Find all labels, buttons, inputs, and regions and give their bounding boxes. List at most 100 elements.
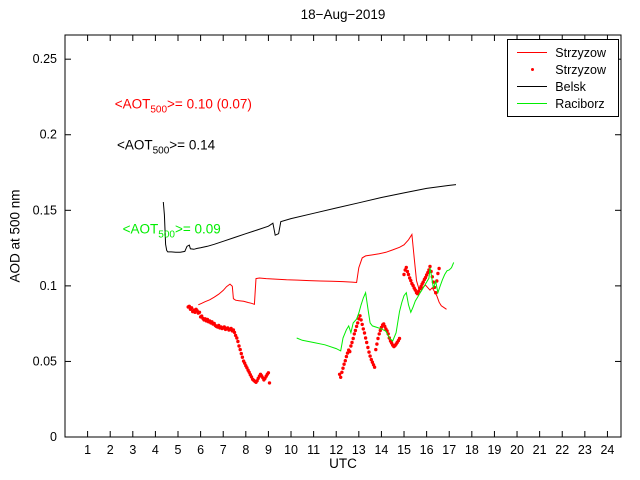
- data-point: [360, 322, 364, 327]
- data-point: [359, 318, 363, 322]
- x-tick-label: 18: [465, 443, 479, 457]
- data-point: [378, 328, 382, 333]
- x-tick-label: 11: [307, 443, 320, 457]
- data-point: [362, 331, 367, 335]
- annotation-raciborz-mean: <AOT500>= 0.09: [123, 221, 221, 240]
- y-axis-label: AOD at 500 nm: [7, 189, 23, 283]
- x-axis-label: UTC: [329, 456, 357, 471]
- data-point: [239, 351, 243, 356]
- data-point: [377, 332, 381, 336]
- legend-marker: [517, 52, 548, 53]
- data-point: [406, 272, 411, 277]
- data-point: [367, 350, 371, 354]
- legend-label: Strzyzow: [555, 45, 606, 60]
- x-tick-label: 12: [329, 443, 343, 457]
- x-tick-label: 20: [510, 443, 524, 457]
- data-point: [423, 275, 428, 280]
- annotation-text: >= 0.14: [169, 137, 216, 153]
- data-point: [266, 371, 271, 375]
- data-point: [343, 359, 347, 363]
- data-point: [354, 324, 359, 329]
- annotation-text: <AOT: [116, 137, 153, 153]
- x-tick-label: 10: [284, 443, 298, 457]
- x-tick-label: 6: [197, 443, 204, 457]
- x-tick-label: 1: [84, 443, 91, 457]
- data-point: [376, 336, 380, 341]
- y-tick-label: 0.1: [40, 279, 57, 293]
- series-line-strzyzow-line: [198, 233, 447, 310]
- x-tick-label: 24: [600, 443, 614, 457]
- data-point: [267, 381, 272, 385]
- data-point: [348, 349, 352, 354]
- data-point: [409, 278, 413, 283]
- legend-line-sample: [517, 86, 548, 87]
- data-point: [240, 355, 245, 359]
- x-tick-label: 5: [175, 443, 182, 457]
- data-point: [233, 333, 238, 338]
- data-point: [353, 328, 358, 333]
- data-point: [197, 310, 202, 314]
- series-line-belsk: [162, 184, 457, 253]
- data-point: [352, 332, 356, 336]
- data-point: [365, 340, 369, 345]
- legend-marker: [517, 103, 548, 104]
- series-strzyzow-line: [198, 233, 447, 310]
- data-point: [366, 345, 370, 350]
- annotation-text: <AOT: [122, 221, 159, 237]
- x-tick-label: 16: [420, 443, 434, 457]
- data-point: [437, 266, 441, 271]
- annotation-text: 500: [158, 229, 175, 241]
- legend: Strzyzow Strzyzow Belsk Raciborz: [507, 39, 619, 117]
- legend-entry: Raciborz: [517, 96, 606, 111]
- legend-line-sample: [517, 103, 548, 104]
- data-point: [340, 370, 344, 374]
- series-belsk: [162, 184, 457, 253]
- annotation-text: <AOT: [114, 96, 151, 112]
- x-tick-label: 15: [397, 443, 411, 457]
- x-tick-label: 7: [220, 443, 227, 457]
- data-point: [349, 344, 353, 348]
- data-point: [356, 321, 360, 325]
- data-point: [413, 288, 417, 292]
- y-axis: 0 0.05 0.1 0.15 0.2 0.25: [33, 52, 621, 444]
- data-point: [358, 314, 362, 318]
- data-point: [238, 347, 242, 352]
- legend-entry: Strzyzow: [517, 62, 606, 77]
- x-tick-label: 21: [533, 443, 547, 457]
- x-tick-label: 8: [242, 443, 249, 457]
- y-tick-label: 0.15: [33, 203, 57, 217]
- data-point: [434, 291, 438, 295]
- data-point: [408, 276, 412, 280]
- legend-entry: Belsk: [517, 79, 606, 94]
- legend-entry: Strzyzow: [517, 45, 606, 60]
- x-tick-label: 14: [374, 443, 388, 457]
- x-tick-label: 3: [129, 443, 136, 457]
- data-point: [342, 362, 346, 366]
- x-axis: 1 2 3 4 5 6 7 8 9 10 11 12 13 14 15 16 17 18 19 20 21 22 23 24: [84, 35, 614, 457]
- annotation-text: 500: [150, 104, 168, 116]
- y-tick-label: 0: [50, 430, 57, 444]
- data-point: [417, 289, 421, 293]
- data-point: [436, 271, 440, 276]
- data-point: [374, 347, 378, 352]
- x-tick-label: 9: [265, 443, 272, 457]
- data-point: [363, 336, 368, 340]
- annotation-text: >= 0.10 (0.07): [167, 96, 252, 112]
- data-point: [428, 264, 432, 269]
- plot-frame: [64, 34, 622, 438]
- series-raciborz: [296, 262, 455, 352]
- annotation-text: 500: [152, 145, 170, 157]
- data-point: [337, 372, 342, 376]
- x-tick-label: 22: [555, 443, 569, 457]
- data-point: [370, 360, 375, 364]
- y-tick-label: 0.05: [33, 354, 57, 368]
- data-point: [372, 365, 377, 369]
- data-point: [237, 344, 241, 348]
- legend-label: Belsk: [555, 79, 586, 94]
- data-point: [189, 306, 194, 310]
- data-point: [369, 357, 373, 362]
- y-tick-label: 0.25: [33, 52, 57, 66]
- data-point: [368, 354, 372, 358]
- data-point: [426, 270, 430, 275]
